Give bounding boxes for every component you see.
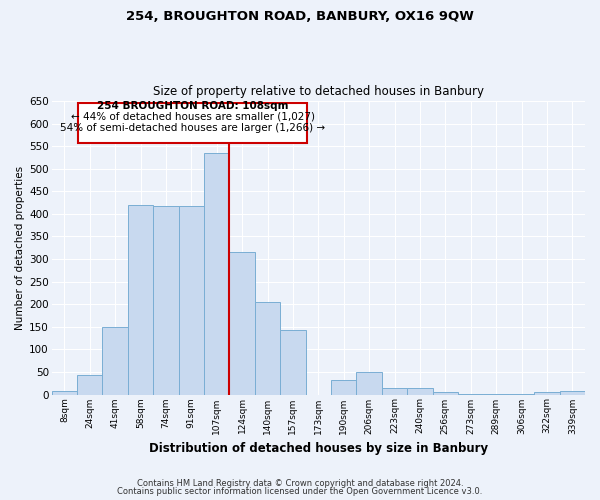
Bar (255, 302, 280, 394)
Bar (331, 380, 356, 394)
Bar (382, 388, 407, 394)
Text: 254 BROUGHTON ROAD: 108sqm: 254 BROUGHTON ROAD: 108sqm (97, 101, 289, 111)
Bar (204, 153, 229, 394)
Bar (128, 205, 153, 394)
Bar (433, 392, 458, 394)
Y-axis label: Number of detached properties: Number of detached properties (15, 166, 25, 330)
Text: Contains public sector information licensed under the Open Government Licence v3: Contains public sector information licen… (118, 487, 482, 496)
Text: Contains HM Land Registry data © Crown copyright and database right 2024.: Contains HM Land Registry data © Crown c… (137, 478, 463, 488)
Title: Size of property relative to detached houses in Banbury: Size of property relative to detached ho… (153, 86, 484, 98)
Bar (77, 374, 103, 394)
Text: 54% of semi-detached houses are larger (1,266) →: 54% of semi-detached houses are larger (… (60, 122, 325, 132)
X-axis label: Distribution of detached houses by size in Banbury: Distribution of detached houses by size … (149, 442, 488, 455)
Bar (179, 206, 204, 394)
Bar (52, 391, 77, 394)
Text: 254, BROUGHTON ROAD, BANBURY, OX16 9QW: 254, BROUGHTON ROAD, BANBURY, OX16 9QW (126, 10, 474, 23)
Text: ← 44% of detached houses are smaller (1,027): ← 44% of detached houses are smaller (1,… (71, 112, 314, 122)
Bar (356, 372, 382, 394)
Bar (560, 392, 585, 394)
Bar (280, 330, 305, 394)
Bar (534, 392, 560, 394)
Bar (407, 388, 433, 394)
Bar (153, 206, 179, 394)
Bar (103, 327, 128, 394)
Bar (229, 252, 255, 394)
FancyBboxPatch shape (79, 103, 307, 142)
